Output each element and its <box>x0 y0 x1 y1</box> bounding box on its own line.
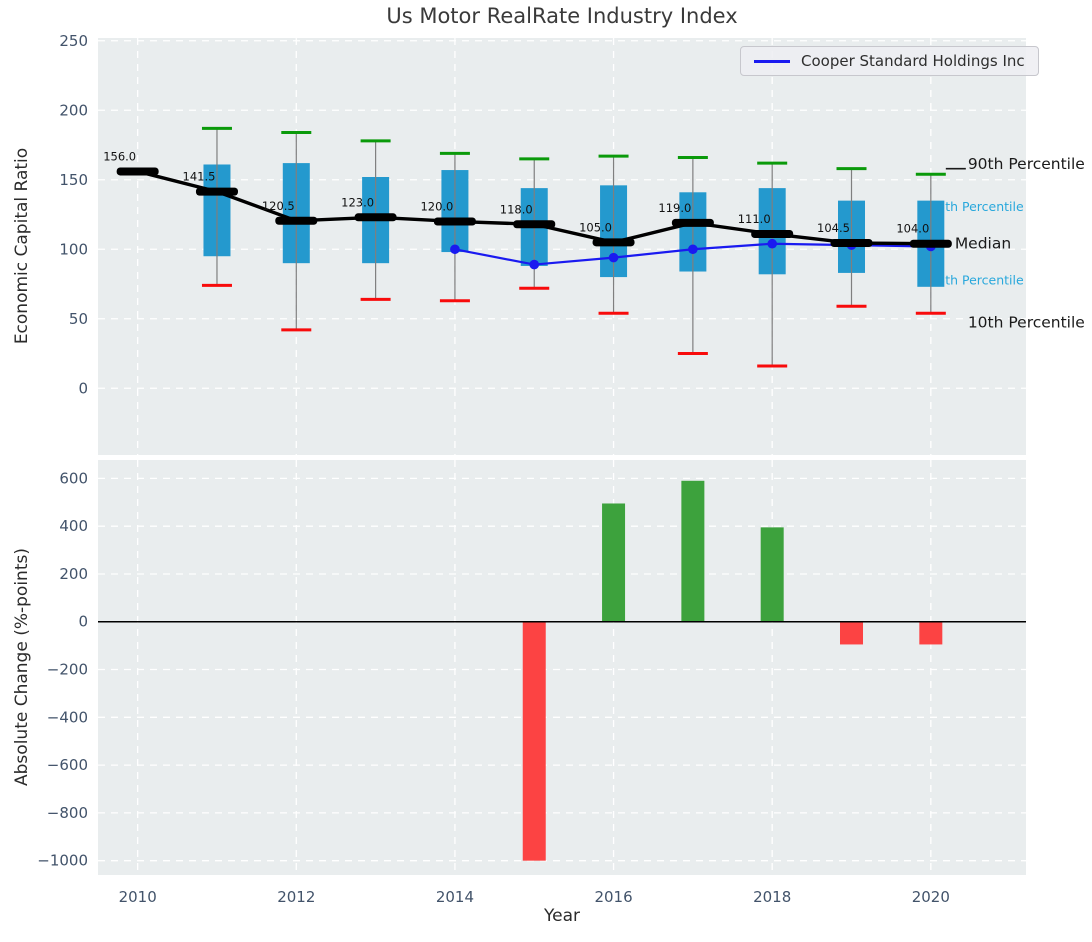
bottom-y-tick-label: −1000 <box>37 852 88 870</box>
top-y-tick-label: 100 <box>59 240 88 258</box>
bottom-y-tick-label: −200 <box>47 661 88 679</box>
median-value-label-2014: 120.0 <box>420 199 453 213</box>
median-value-label-2019: 104.5 <box>817 221 850 235</box>
change-bar-2016 <box>602 503 626 622</box>
legend-line-sample <box>754 59 790 63</box>
percentile-label-cyan: 75th Percentile <box>929 199 1024 214</box>
median-dash-2011 <box>195 187 238 196</box>
median-dash-2012 <box>275 216 318 225</box>
bottom-y-tick-label: 0 <box>78 613 88 631</box>
median-value-label-2018: 111.0 <box>738 212 771 226</box>
x-tick-label: 2012 <box>277 888 315 906</box>
median-dash-2018 <box>751 229 794 238</box>
chart-title: Us Motor RealRate Industry Index <box>386 4 738 28</box>
median-dash-2010 <box>116 167 159 176</box>
company-marker <box>608 252 619 263</box>
legend: Cooper Standard Holdings Inc <box>740 46 1039 76</box>
median-dash-2019 <box>830 239 873 248</box>
change-bar-2020 <box>919 621 943 645</box>
median-value-label-2012: 120.5 <box>262 199 295 213</box>
bottom-y-tick-label: 200 <box>59 565 88 583</box>
median-value-label-2015: 118.0 <box>500 202 533 216</box>
legend-label: Cooper Standard Holdings Inc <box>801 52 1025 70</box>
percentile-label-dark: 10th Percentile <box>968 313 1085 331</box>
median-dash-2015 <box>513 220 556 229</box>
change-bar-2017 <box>681 480 705 622</box>
median-value-label-2011: 141.5 <box>183 170 216 184</box>
median-value-label-2017: 119.0 <box>658 201 691 215</box>
change-bar-2019 <box>840 621 864 645</box>
median-value-label-2020: 104.0 <box>896 222 929 236</box>
x-axis-label: Year <box>544 906 580 926</box>
company-marker <box>529 259 540 270</box>
top-y-tick-label: 0 <box>78 379 88 397</box>
median-dash-2014 <box>433 217 476 226</box>
top-y-tick-label: 200 <box>59 101 88 119</box>
bottom-y-tick-label: 400 <box>59 517 88 535</box>
change-bar-2018 <box>760 527 784 622</box>
company-marker <box>767 238 777 249</box>
x-tick-label: 2020 <box>912 888 950 906</box>
top-y-tick-label: 150 <box>59 171 88 189</box>
change-bar-2015 <box>522 621 546 861</box>
percentile-label-dark: 90th Percentile <box>968 155 1085 173</box>
bottom-chart-background <box>98 460 1026 875</box>
company-marker <box>450 244 460 255</box>
percentile-label-cyan: 25th Percentile <box>929 273 1024 288</box>
bottom-y-axis-label: Absolute Change (%-points) <box>12 548 32 786</box>
median-value-label-2016: 105.0 <box>579 220 612 234</box>
bottom-y-tick-label: −800 <box>47 804 88 822</box>
median-dash-2013 <box>354 213 397 222</box>
top-y-axis-label: Economic Capital Ratio <box>12 147 32 345</box>
median-dash-2020 <box>909 239 952 248</box>
percentile-label-dark: Median <box>955 235 1011 253</box>
x-tick-label: 2010 <box>119 888 157 906</box>
company-marker <box>688 244 698 255</box>
median-dash-2017 <box>671 218 714 227</box>
x-tick-label: 2018 <box>753 888 791 906</box>
bottom-y-tick-label: −400 <box>47 708 88 726</box>
x-tick-label: 2014 <box>436 888 474 906</box>
x-tick-label: 2016 <box>594 888 632 906</box>
bottom-y-tick-label: −600 <box>47 756 88 774</box>
top-y-tick-label: 50 <box>69 310 88 328</box>
median-dash-2016 <box>592 238 635 247</box>
bottom-y-tick-label: 600 <box>59 469 88 487</box>
median-value-label-2013: 123.0 <box>341 195 374 209</box>
median-value-label-2010: 156.0 <box>103 149 136 163</box>
top-y-tick-label: 250 <box>59 32 88 50</box>
